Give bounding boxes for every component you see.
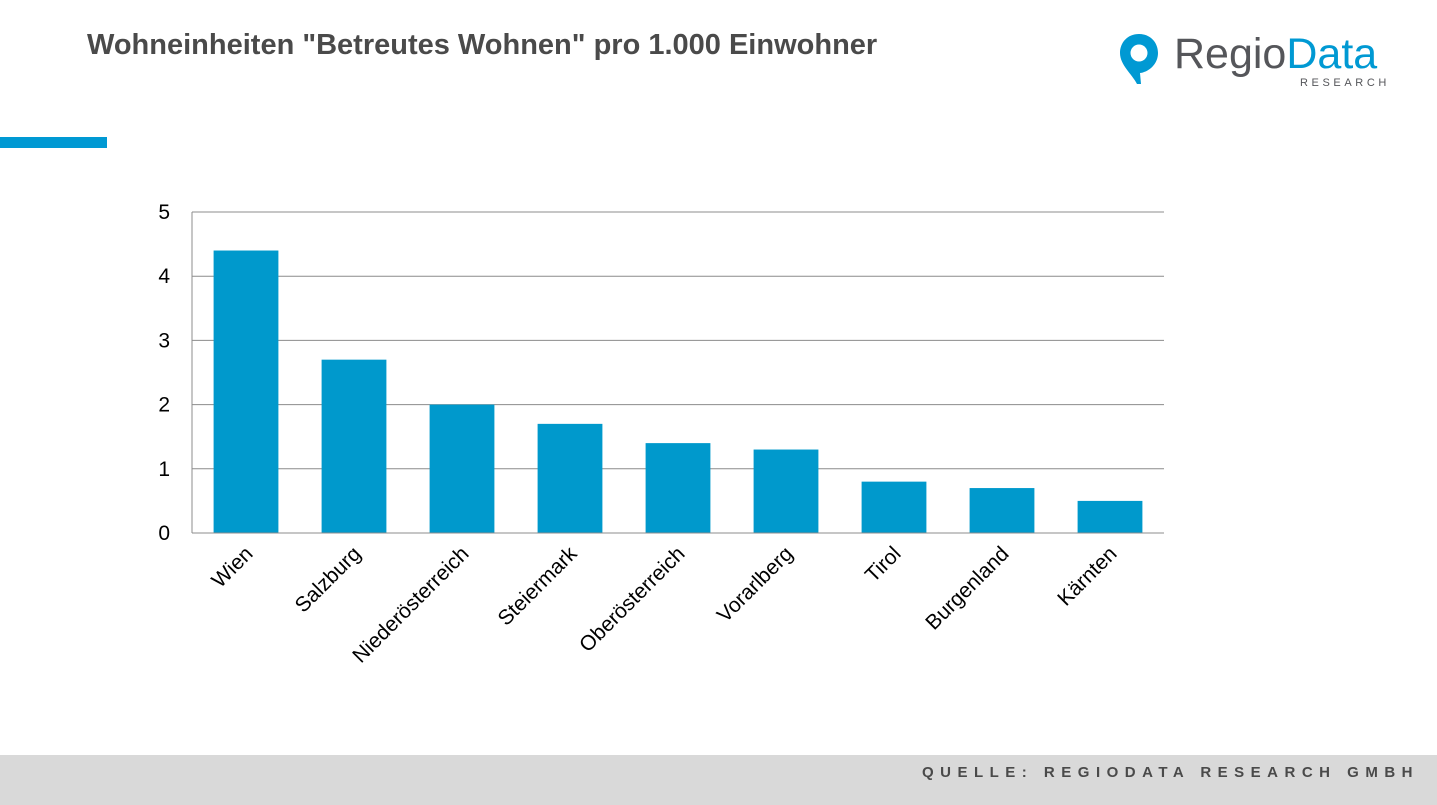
accent-bar [0,137,107,148]
source-note: QUELLE: REGIODATA RESEARCH GMBH [921,764,1419,781]
y-tick-label: 2 [158,394,170,417]
footer: QUELLE: REGIODATA RESEARCH GMBH [0,755,1437,805]
y-tick-label: 0 [158,522,170,545]
logo: RegioData RESEARCH [1118,30,1418,92]
page-title: Wohneinheiten "Betreutes Wohnen" pro 1.0… [87,29,878,61]
map-pin-icon [1120,34,1158,84]
bar [969,488,1035,533]
bar [537,423,603,533]
bar [861,481,927,533]
x-tick-label: Tirol [861,542,906,587]
bar [1077,500,1143,533]
x-tick-label: Kärnten [1053,542,1121,610]
bar [645,443,711,533]
logo-wordmark: RegioData [1174,26,1377,82]
x-tick-label: Niederösterreich [348,542,473,667]
logo-subtitle: RESEARCH [1300,77,1390,89]
y-tick-label: 3 [158,329,170,352]
x-tick-label: Wien [207,542,257,592]
x-tick-label: Salzburg [291,542,366,617]
y-tick-label: 4 [158,265,170,288]
bar [213,250,279,533]
bar [753,449,819,533]
x-tick-label: Burgenland [921,542,1013,634]
logo-word-regio: Regio [1174,30,1287,78]
y-tick-label: 5 [158,201,170,224]
x-tick-label: Steiermark [493,542,581,630]
x-tick-label: Oberösterreich [575,542,689,656]
bar [321,359,387,533]
x-tick-label: Vorarlberg [713,542,798,627]
y-tick-label: 1 [158,458,170,481]
logo-word-data: Data [1286,30,1378,78]
bar [429,404,495,533]
